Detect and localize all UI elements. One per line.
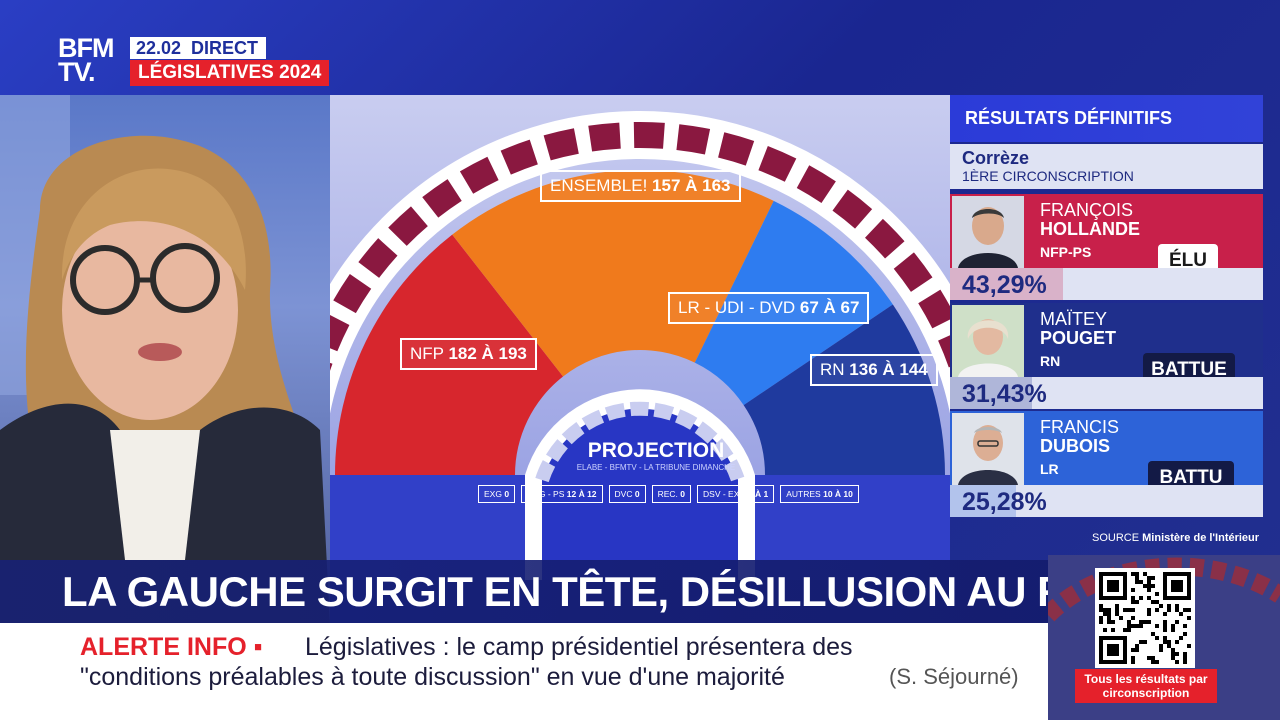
bloc-label-nfp: NFP 182 À 193 (400, 338, 537, 370)
candidate-party: RN (1040, 353, 1061, 369)
department-name: Corrèze (962, 148, 1030, 168)
presenter-video (0, 135, 330, 625)
results-header: RÉSULTATS DÉFINITIFS (950, 95, 1263, 142)
vote-share-bar: 31,43% (950, 377, 1263, 409)
minor-party-dvg: DVG - PS 12 À 12 (521, 485, 603, 503)
candidate-last-name: HOLLANDE (1040, 219, 1140, 239)
projection-panel: NFP 182 À 193 ENSEMBLE! 157 À 163 LR - U… (330, 95, 950, 580)
candidate-first-name: MAÏTEY (1040, 309, 1108, 329)
candidate-party: NFP-PS (1040, 244, 1092, 260)
minor-party-dsv: DSV - EXD 0 À 1 (697, 485, 775, 503)
ticker-attribution: (S. Séjourné) (889, 664, 1019, 689)
bloc-name: ENSEMBLE! (550, 176, 648, 195)
minor-value: 12 À 12 (566, 489, 597, 499)
minor-name: DVG - PS (527, 489, 565, 499)
projection-subtitle: ELABE - BFMTV - LA TRIBUNE DIMANCHE (576, 463, 736, 472)
minor-name: DSV - EXD (703, 489, 746, 499)
vote-share-fill (950, 377, 1032, 409)
logo-line-2: TV. (58, 57, 96, 87)
logo-line-1: BFM (58, 33, 114, 63)
minor-parties-row: EXG 0 DVG - PS 12 À 12 DVC 0 REC. 0 DSV … (478, 485, 859, 503)
source-label: SOURCE (1092, 532, 1140, 544)
bfmtv-logo: BFM TV. (58, 33, 126, 88)
live-label: DIRECT (187, 37, 267, 59)
alert-info-label: ALERTE INFO ▪ (80, 633, 263, 661)
candidate-card: FRANCIS DUBOIS LR BATTU 25,28% (950, 411, 1263, 517)
ticker-line-2: "conditions préalables à toute discussio… (80, 663, 785, 691)
results-panel: RÉSULTATS DÉFINITIFS Corrèze 1ÈRE CIRCON… (950, 95, 1265, 555)
candidate-card: MAÏTEY POUGET RN BATTUE 31,43% (950, 303, 1263, 409)
source-value: Ministère de l'Intérieur (1142, 532, 1260, 544)
constituency-name: 1ÈRE CIRCONSCRIPTION (962, 168, 1134, 184)
candidate-last-name: DUBOIS (1040, 436, 1111, 456)
minor-name: REC. (657, 489, 678, 499)
party-wedges (335, 169, 945, 475)
vote-share-fill (950, 485, 1016, 517)
party-wedge (743, 304, 945, 475)
clock-time: 22.02 (130, 37, 188, 59)
vote-percent: 43,29% (962, 271, 1047, 299)
vote-percent: 31,43% (962, 380, 1047, 408)
minor-value: 0 (504, 489, 510, 499)
candidate-first-name: FRANCIS (1040, 417, 1120, 437)
hemicycle-chart (330, 95, 950, 580)
results-source: SOURCE Ministère de l'Intérieur (1092, 532, 1259, 544)
qr-label: Tous les résultats par circonscription (1075, 669, 1217, 703)
bloc-label-ensemble: ENSEMBLE! 157 À 163 (540, 170, 741, 202)
candidate-last-name: POUGET (1040, 328, 1117, 348)
ticker-line-1: Législatives : le camp présidentiel prés… (305, 633, 853, 661)
headline: LA GAUCHE SURGIT EN TÊTE, DÉSILLUSION AU… (62, 568, 1097, 615)
candidate-party: LR (1040, 461, 1059, 477)
inner-arch-seats (535, 401, 745, 483)
party-wedge (694, 200, 893, 406)
bloc-name: NFP (410, 344, 444, 363)
bloc-name: RN (820, 360, 845, 379)
minor-name: DVC (614, 489, 633, 499)
candidate-photo (952, 413, 1024, 485)
minor-value: 0 (634, 489, 640, 499)
bloc-label-lr: LR - UDI - DVD 67 À 67 (668, 292, 870, 324)
headline-band (0, 560, 1048, 624)
qr-label-line-2: circonscription (1102, 686, 1190, 700)
bloc-range: 182 À 193 (448, 344, 527, 363)
bloc-name: LR - UDI - DVD (678, 298, 796, 317)
minor-party-rec: REC. 0 (651, 485, 692, 503)
vote-share-bar: 25,28% (950, 485, 1263, 517)
minor-party-exg: EXG 0 (478, 485, 516, 503)
minor-value: 0 (680, 489, 686, 499)
bloc-range: 136 À 144 (849, 360, 928, 379)
bloc-range: 157 À 163 (652, 176, 731, 195)
bloc-range: 67 À 67 (799, 298, 860, 317)
minor-value: 0 À 1 (747, 489, 769, 499)
minor-party-autres: AUTRES 10 À 10 (780, 485, 859, 503)
bloc-label-rn: RN 136 À 144 (810, 354, 938, 386)
minor-name: EXG (484, 489, 502, 499)
candidate-first-name: FRANÇOIS (1040, 200, 1134, 220)
qr-code[interactable] (1095, 568, 1195, 668)
vote-share-bar: 43,29% (950, 268, 1263, 300)
candidate-photo (952, 196, 1024, 268)
candidate-photo (952, 305, 1024, 377)
program-tag: LÉGISLATIVES 2024 (130, 60, 330, 86)
qr-label-line-1: Tous les résultats par (1084, 672, 1208, 686)
party-wedge (335, 234, 564, 475)
inner-arch-center (542, 408, 738, 580)
minor-name: AUTRES (786, 489, 821, 499)
projection-title: PROJECTION (587, 439, 725, 462)
minor-value: 10 À 10 (823, 489, 853, 499)
vote-percent: 25,28% (962, 488, 1047, 516)
candidate-card: FRANÇOIS HOLLANDE NFP-PS ÉLU 43,29% (950, 194, 1263, 300)
minor-party-dvc: DVC 0 (608, 485, 646, 503)
constituency-box: Corrèze 1ÈRE CIRCONSCRIPTION (950, 144, 1263, 189)
party-wedge (452, 169, 774, 377)
vote-share-fill (950, 268, 1063, 300)
news-ticker (0, 623, 1048, 720)
arch-seats (330, 122, 950, 372)
live-tag: 22.02 DIRECT (130, 37, 267, 59)
